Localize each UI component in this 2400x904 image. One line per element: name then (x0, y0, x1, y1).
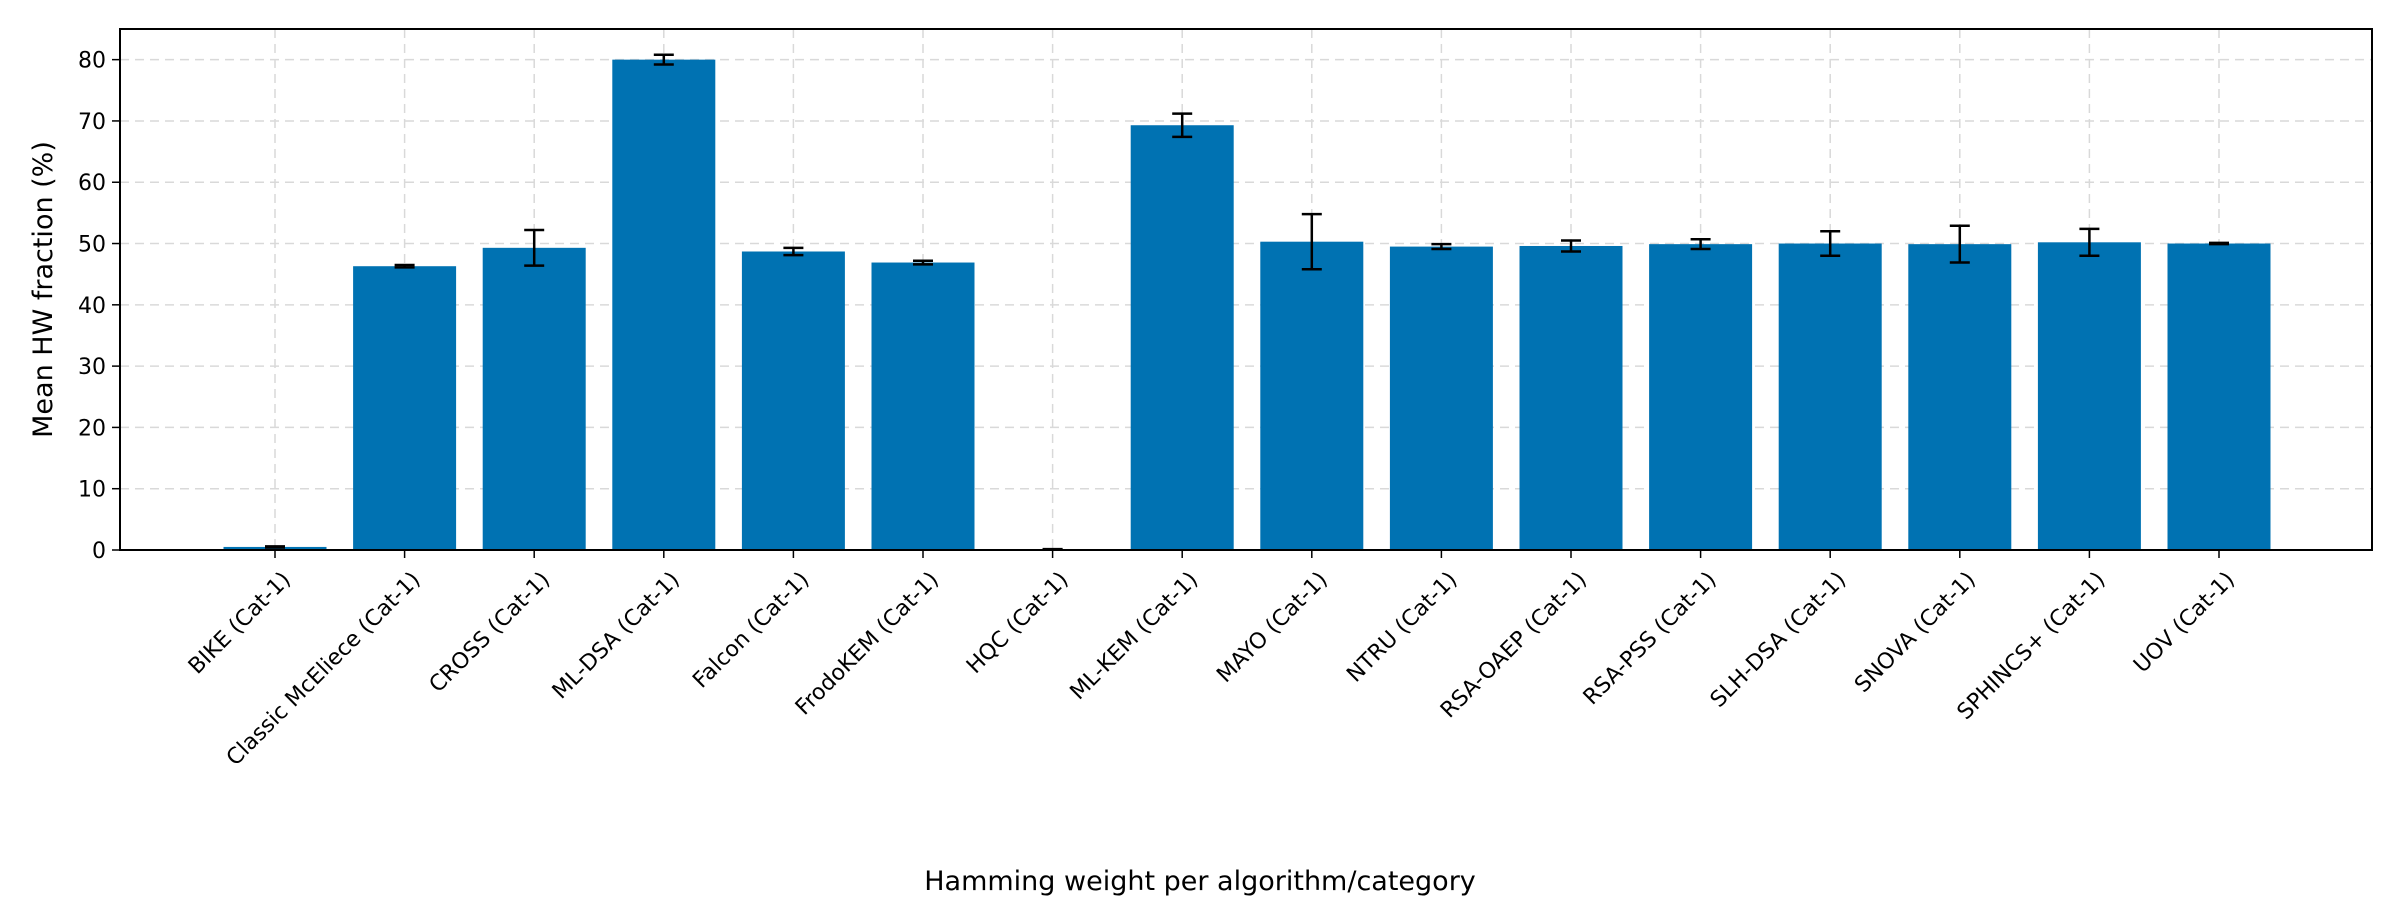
plot-frame (119, 28, 2373, 551)
y-tick-label: 0 (92, 539, 106, 564)
bar (1519, 245, 1623, 550)
y-tick-label: 70 (78, 110, 106, 135)
bar (741, 251, 845, 550)
bar (1649, 244, 1753, 551)
error-bars-layer (265, 53, 2229, 551)
bar (1908, 244, 2012, 551)
bar (871, 262, 975, 550)
bar (612, 59, 716, 550)
bar (2037, 242, 2141, 550)
bar (353, 266, 457, 550)
bars-layer (223, 59, 2271, 551)
bar (482, 247, 586, 550)
y-tick-label: 50 (78, 233, 106, 258)
bar (1130, 125, 1234, 551)
y-tick-label: 80 (78, 49, 106, 74)
y-tick-label: 30 (78, 355, 106, 380)
y-tick-label: 60 (78, 171, 106, 196)
bar (1778, 243, 1882, 550)
y-tick-label: 10 (78, 478, 106, 503)
bar (2167, 243, 2271, 550)
y-tick-label: 40 (78, 294, 106, 319)
bar (1389, 246, 1493, 550)
bar (1260, 241, 1364, 550)
x-axis-label: Hamming weight per algorithm/category (924, 866, 1476, 897)
y-axis-label: Mean HW fraction (%) (28, 141, 59, 438)
y-tick-label: 20 (78, 416, 106, 441)
